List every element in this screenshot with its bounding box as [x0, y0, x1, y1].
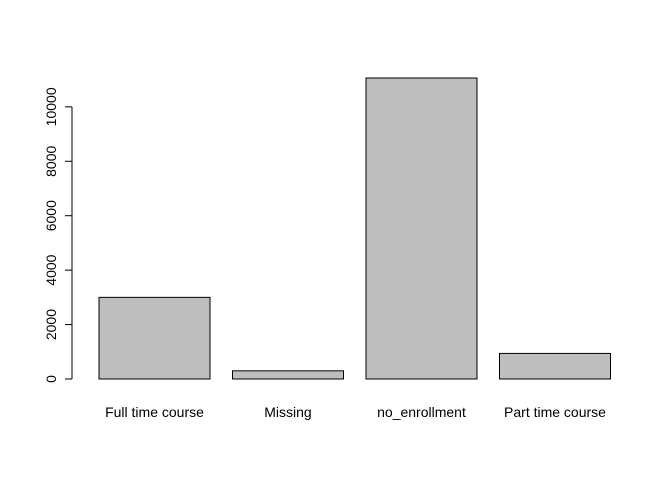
y-tick-label: 8000 [43, 145, 59, 176]
y-tick-label: 10000 [43, 87, 59, 126]
y-tick-label: 0 [43, 375, 59, 383]
category-label: no_enrollment [377, 404, 466, 420]
bar-no-enrollment [365, 77, 478, 380]
category-label: Full time course [105, 404, 204, 420]
y-tick-label: 2000 [43, 309, 59, 340]
y-axis: 0 2000 4000 6000 8000 10000 [43, 87, 73, 383]
category-labels: Full time course Missing no_enrollment Part… [105, 404, 606, 420]
category-label: Part time course [504, 404, 606, 420]
bar-full-time-course [98, 296, 211, 380]
bar-part-time-course [499, 352, 611, 380]
y-tick-label: 6000 [43, 200, 59, 231]
bars [98, 77, 611, 380]
y-tick-label: 4000 [43, 254, 59, 285]
bar-missing [232, 370, 344, 380]
category-label: Missing [264, 404, 311, 420]
